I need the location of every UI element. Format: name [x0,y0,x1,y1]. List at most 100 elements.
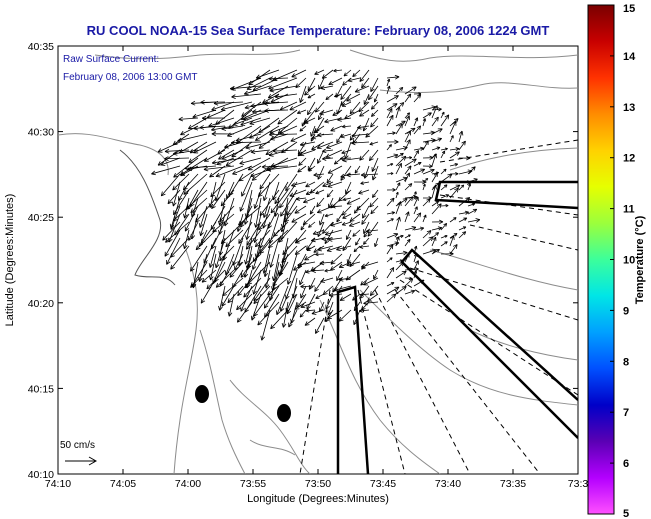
current-vector [331,204,343,209]
current-vector [363,93,370,105]
current-vector [253,189,262,209]
current-vector [422,164,433,169]
current-vector [413,206,418,215]
current-vector [315,189,325,195]
current-vector [308,221,316,228]
current-vector [227,293,235,317]
current-vector [245,269,253,289]
current-vector [188,117,208,130]
current-vector [322,181,334,188]
current-vector [366,293,379,302]
current-vector [440,114,450,127]
current-vector [324,229,343,236]
current-vector [240,261,253,278]
current-vector [440,241,448,247]
current-vector [237,277,253,297]
current-vector [449,121,457,135]
current-vector [413,94,422,103]
current-vector [190,245,208,272]
current-vector [303,197,316,204]
current-vector [431,107,442,112]
current-vector [395,198,408,207]
current-vector [362,205,370,219]
current-vector [279,125,298,135]
colorbar-gradient [588,5,614,514]
current-vector [321,69,334,79]
current-vector [215,165,244,178]
current-vector [313,125,325,134]
current-vector [320,277,334,283]
colorbar-ticks: 15 14 13 12 11 10 9 8 7 6 5 [610,3,636,519]
current-vector [172,173,190,191]
current-vector [422,183,426,191]
channel-east [434,180,578,210]
current-vector [386,286,400,295]
coastline [119,149,176,286]
scale-arrow-label: 50 cm/s [60,440,95,451]
current-vector [404,158,417,167]
current-vector [260,309,271,341]
current-vector [317,221,325,237]
current-vector [440,204,449,208]
x-tick-label: 73:40 [435,478,461,490]
shipping-channels [336,180,578,474]
scale-arrow-head [88,456,98,466]
current-vector [358,308,370,313]
current-vector [404,289,416,295]
current-vector [360,181,370,185]
current-vector [258,133,280,149]
current-vector [440,147,448,151]
current-vector [336,133,343,144]
x-tick-label: 73:55 [240,478,266,490]
current-vector [404,172,410,183]
current-vector [261,164,289,170]
current-vector [270,189,289,214]
current-vector [449,217,457,223]
current-vector [346,197,361,205]
current-vector [355,237,361,246]
current-vector [395,152,404,159]
current-vector [209,165,226,178]
current-vector [467,218,481,223]
current-vector [286,253,298,285]
current-vector [182,229,190,250]
current-vector [250,293,262,321]
current-vector [413,260,419,271]
current-vector [309,205,316,215]
current-vector [299,85,307,103]
current-vector [301,117,307,127]
y-tick-label: 40:30 [28,127,54,139]
current-vector [300,301,316,309]
current-vector [245,141,271,150]
current-vector [431,137,442,143]
current-vector [215,269,235,288]
current-vector [210,181,226,198]
current-vector [386,293,397,303]
current-vector [458,140,466,151]
current-vector [404,156,412,160]
current-vector [308,277,316,290]
x-axis-label: Longitude (Degrees:Minutes) [247,493,389,505]
current-vector [201,115,226,121]
current-vector [395,250,408,256]
current-vector [243,277,262,298]
current-vector [172,205,190,222]
current-vector [211,131,235,137]
current-vector [404,183,413,191]
current-vector [422,198,431,207]
current-vector [258,213,271,231]
current-vector [336,269,343,282]
current-vector [318,109,325,121]
current-vector [371,157,379,172]
current-vector [164,148,190,154]
current-vector [259,173,271,190]
current-vector [310,125,316,137]
current-vector [277,109,298,125]
current-vector [289,101,307,111]
current-vector [184,205,199,232]
current-vector [395,120,406,127]
current-vector [354,165,361,174]
current-vector [299,125,307,132]
current-vector [294,205,307,214]
current-vector [340,85,352,100]
